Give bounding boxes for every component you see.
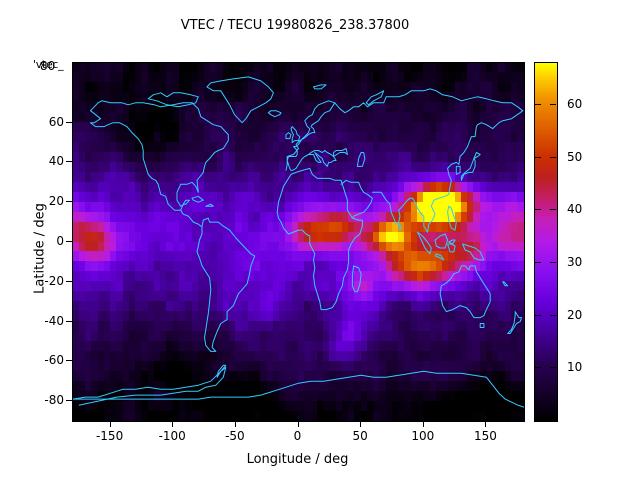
y-tick-mark-1	[66, 161, 72, 163]
colorbar-tick-mark-left-4	[535, 314, 541, 316]
y-tick-label-4: -20	[44, 273, 64, 288]
colorbar-tick-label-2: 40	[567, 202, 583, 217]
y-tick-label-7: -80	[44, 393, 64, 408]
y-tick-label-1: 40	[48, 154, 64, 169]
colorbar-tick-mark-left-1	[535, 156, 541, 158]
coastline-overlay	[73, 63, 524, 421]
colorbar-tick-mark-right-3	[550, 262, 556, 264]
y-tick-mark-3	[66, 241, 72, 242]
y-tick-label-2: 20	[48, 194, 64, 209]
colorbar-tick-label-4: 20	[567, 307, 583, 322]
y-tick-mark-4	[66, 280, 72, 282]
page-title: VTEC / TECU 19980826_238.37800	[180, 18, 410, 33]
colorbar-tick-mark-right-2	[550, 209, 556, 211]
corner-annotation-overlap-label: 80	[40, 59, 56, 73]
x-tick-mark-1	[172, 421, 174, 427]
y-tick-label-0: 60	[48, 114, 64, 129]
x-tick-label-6: 150	[473, 429, 497, 443]
x-tick-label-2: -50	[225, 429, 245, 443]
colorbar-tick-mark-right-4	[550, 314, 556, 316]
colorbar-tick-mark-left-0	[535, 104, 541, 106]
colorbar-gradient	[535, 63, 557, 421]
x-tick-mark-5	[422, 421, 424, 427]
colorbar	[534, 62, 558, 422]
colorbar-tick-label-0: 60	[567, 97, 583, 112]
colorbar-tick-mark-right-5	[550, 367, 556, 369]
colorbar-tick-mark-left-2	[535, 209, 541, 211]
x-tick-label-3: 0	[293, 429, 302, 443]
corner-annotation-label: 'vtec_	[33, 58, 64, 71]
colorbar-tick-label-1: 50	[567, 149, 583, 164]
y-tick-mark-0	[66, 121, 72, 123]
vtec-map-plot-area	[72, 62, 525, 422]
x-axis-label: Longitude / deg	[246, 452, 349, 467]
colorbar-tick-mark-left-3	[535, 262, 541, 264]
colorbar-tick-mark-left-5	[535, 367, 541, 369]
y-tick-label-3: 0	[56, 234, 64, 248]
y-tick-label-5: -40	[44, 313, 64, 328]
x-tick-label-0: -150	[95, 429, 124, 443]
colorbar-tick-mark-right-1	[550, 156, 556, 158]
x-tick-label-5: 100	[411, 429, 435, 443]
y-tick-label-6: -60	[44, 353, 64, 368]
y-tick-mark-7	[66, 400, 72, 402]
x-tick-mark-2	[234, 421, 236, 427]
colorbar-tick-mark-right-0	[550, 104, 556, 106]
colorbar-tick-label-5: 10	[567, 360, 583, 375]
x-tick-label-1: -100	[158, 429, 186, 443]
colorbar-tick-label-3: 30	[567, 255, 583, 270]
y-tick-mark-6	[66, 360, 72, 362]
x-tick-mark-6	[485, 421, 487, 427]
y-tick-mark-5	[66, 320, 72, 322]
x-tick-mark-4	[360, 421, 362, 427]
x-tick-label-4: 50	[352, 429, 368, 443]
x-tick-mark-3	[297, 421, 299, 427]
y-tick-mark-2	[66, 201, 72, 203]
x-tick-mark-0	[109, 421, 111, 427]
